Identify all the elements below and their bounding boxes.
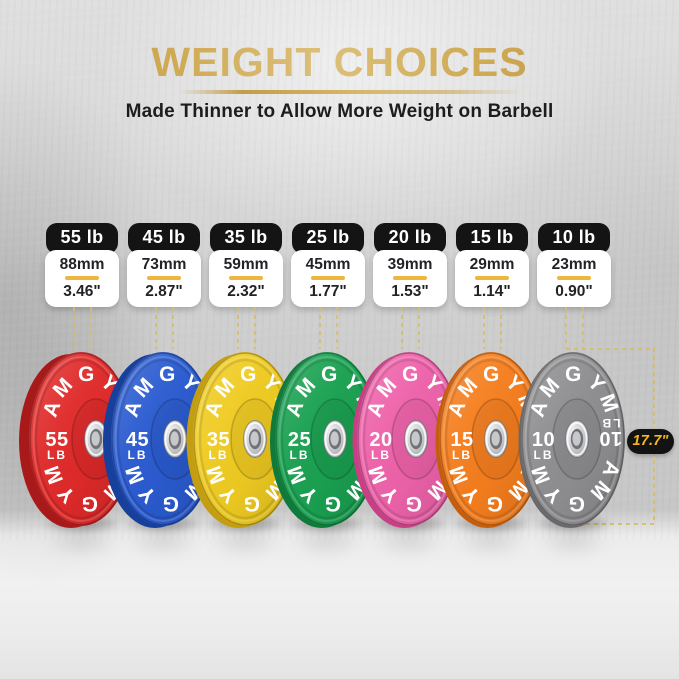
- leader-line: [336, 307, 338, 349]
- diameter-measure-top-line: [566, 348, 654, 350]
- thickness-mm: 23mm: [551, 256, 597, 273]
- spec-card-weight-label: 25 lb: [292, 223, 364, 254]
- plate-weight-unit: LB: [128, 448, 148, 462]
- plate-20lb: AMGYM AMGYM 20 LB 20 LB: [352, 352, 463, 528]
- thickness-inch: 1.77": [309, 283, 347, 301]
- leader-line: [500, 307, 502, 349]
- gold-divider: [393, 276, 427, 281]
- plate-55lb: AMGYM AMGYM 55 LB 55 LB: [19, 352, 147, 528]
- spec-card-weight-label: 45 lb: [128, 223, 200, 254]
- spec-card-55lb: 55 lb 88mm 3.46": [45, 223, 119, 307]
- thickness-inch: 2.32": [227, 283, 265, 301]
- leader-line: [418, 307, 420, 349]
- plate-weight-unit: LB: [209, 448, 229, 462]
- plate-reflection: [357, 524, 461, 574]
- plate-hub: [565, 420, 589, 458]
- plate-weight-unit: LB: [371, 448, 391, 462]
- gold-divider: [229, 276, 263, 281]
- spec-card-10lb: 10 lb 23mm 0.90": [537, 223, 611, 307]
- plate-reflection: [29, 524, 133, 574]
- leader-line: [237, 307, 239, 349]
- leader-line: [254, 307, 256, 349]
- page-subtitle: Made Thinner to Allow More Weight on Bar…: [125, 101, 554, 122]
- plate-weight-number-mirrored: 10: [599, 427, 622, 449]
- plate-hub: [84, 420, 108, 458]
- spec-card-weight-label: 10 lb: [538, 223, 610, 254]
- gold-divider: [147, 276, 181, 281]
- spec-card-weight-label: 55 lb: [46, 223, 118, 254]
- gold-divider: [65, 276, 99, 281]
- leader-line: [319, 307, 321, 349]
- leader-line: [73, 307, 75, 349]
- plate-hub: [243, 420, 267, 458]
- plate-weight-unit: LB: [534, 448, 554, 462]
- leader-line: [90, 307, 92, 349]
- plate-weight-number: 45: [126, 429, 149, 451]
- spec-card-45lb: 45 lb 73mm 2.87": [127, 223, 201, 307]
- plate-weight-number: 20: [369, 429, 392, 451]
- leader-line: [483, 307, 485, 349]
- diameter-measure-bottom-line: [578, 523, 654, 525]
- thickness-inch: 1.14": [473, 283, 511, 301]
- thickness-inch: 2.87": [145, 283, 183, 301]
- spec-card-weight-label: 35 lb: [210, 223, 282, 254]
- diameter-label-pill: 17.7": [627, 429, 674, 454]
- plate-10lb: AMGYM AMGYM 10 LB 10 LB: [518, 352, 625, 528]
- thickness-mm: 73mm: [141, 256, 187, 273]
- thickness-inch: 1.53": [391, 283, 429, 301]
- gold-divider: [311, 276, 345, 281]
- plate-weight-number: 55: [45, 429, 68, 451]
- plate-35lb: AMGYM AMGYM 35 LB 35 LB: [186, 352, 303, 528]
- plate-weight-number: 15: [450, 429, 473, 451]
- gold-divider: [557, 276, 591, 281]
- page-title: WEIGHT CHOICES: [0, 42, 679, 83]
- title-underline: [180, 90, 524, 94]
- plate-weight-unit: LB: [290, 448, 310, 462]
- thickness-mm: 45mm: [305, 256, 351, 273]
- gold-divider: [475, 276, 509, 281]
- thickness-inch: 3.46": [63, 283, 101, 301]
- plate-weight-number: 25: [288, 429, 311, 451]
- plate-weight-unit: LB: [452, 448, 472, 462]
- leader-line: [172, 307, 174, 349]
- thickness-mm: 59mm: [223, 256, 269, 273]
- plate-weight-number: 10: [532, 429, 555, 451]
- plate-hub: [163, 420, 187, 458]
- thickness-mm: 39mm: [387, 256, 433, 273]
- plate-reflection: [193, 524, 297, 574]
- plate-weight-number: 35: [207, 429, 230, 451]
- plate-hub: [404, 420, 428, 458]
- plate-reflection: [439, 524, 543, 574]
- spec-card-35lb: 35 lb 59mm 2.32": [209, 223, 283, 307]
- diameter-value: 17.7": [632, 433, 669, 449]
- plate-weight-unit-mirrored: LB: [601, 416, 621, 430]
- spec-card-weight-label: 15 lb: [456, 223, 528, 254]
- plate-hub: [484, 420, 508, 458]
- spec-card-25lb: 25 lb 45mm 1.77": [291, 223, 365, 307]
- thickness-mm: 29mm: [469, 256, 515, 273]
- plate-reflection: [521, 524, 625, 574]
- leader-line: [155, 307, 157, 349]
- leader-line: [401, 307, 403, 349]
- plate-hub: [323, 420, 347, 458]
- thickness-mm: 88mm: [59, 256, 105, 273]
- leader-line: [582, 307, 584, 349]
- plate-reflection: [275, 524, 379, 574]
- spec-card-weight-label: 20 lb: [374, 223, 446, 254]
- plate-weight-unit: LB: [47, 448, 67, 462]
- thickness-inch: 0.90": [555, 283, 593, 301]
- spec-card-20lb: 20 lb 39mm 1.53": [373, 223, 447, 307]
- plate-reflection: [111, 524, 215, 574]
- spec-card-15lb: 15 lb 29mm 1.14": [455, 223, 529, 307]
- leader-line: [565, 307, 567, 349]
